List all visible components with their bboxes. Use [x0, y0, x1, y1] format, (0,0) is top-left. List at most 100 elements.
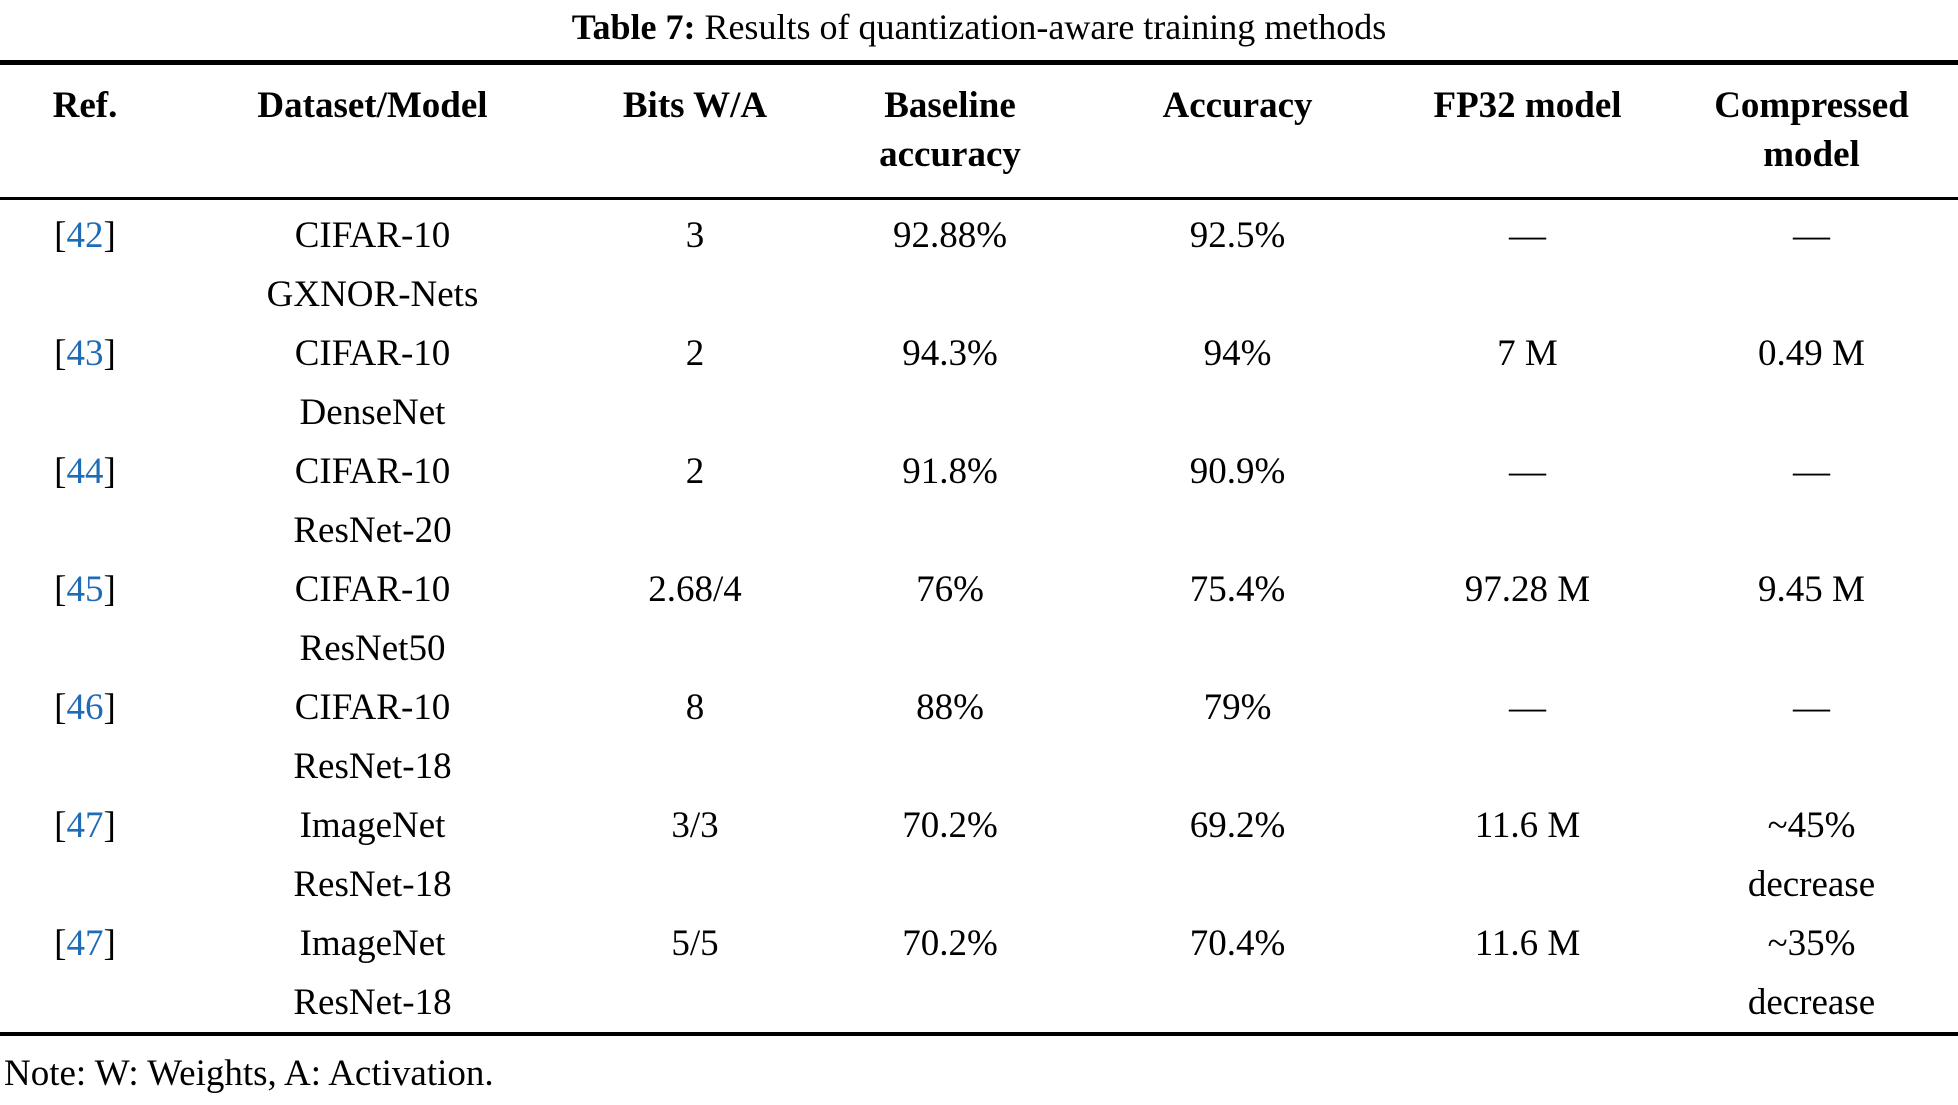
compressed-model-value: 0.49 M: [1758, 333, 1865, 374]
bits-value: 2.68/4: [648, 569, 742, 610]
bits-value: 2: [685, 451, 705, 492]
fp32-model-value: —: [1509, 215, 1546, 256]
cell-dataset-model: CIFAR-10 ResNet50: [170, 560, 575, 678]
baseline-accuracy-value: 92.88%: [892, 215, 1008, 256]
baseline-accuracy-value: 88%: [916, 687, 984, 728]
cell-compressed-model: —: [1665, 678, 1958, 796]
ref-citation-link[interactable]: 47: [66, 805, 104, 846]
cell-fp32-model: —: [1390, 678, 1665, 796]
ref-citation-link[interactable]: 47: [66, 923, 104, 964]
fp32-model-value: 11.6 M: [1474, 805, 1581, 846]
ref-bracket-open: [: [54, 451, 67, 492]
col-header-baseline-label: Baseline: [884, 85, 1016, 126]
cell-compressed-model: ~45% decrease: [1665, 796, 1958, 914]
cell-baseline-accuracy: 70.2%: [815, 796, 1085, 914]
table-caption-label: Table 7:: [571, 7, 696, 47]
cell-compressed-model: —: [1665, 442, 1958, 560]
table-row: [45] CIFAR-10 ResNet50 2.68/4 76% 75.4% …: [0, 560, 1958, 678]
bits-value: 2: [685, 333, 705, 374]
accuracy-value: 92.5%: [1189, 215, 1286, 256]
cell-fp32-model: 11.6 M: [1390, 796, 1665, 914]
cell-fp32-model: 11.6 M: [1390, 914, 1665, 1034]
cell-ref: [45]: [0, 560, 170, 678]
cell-baseline-accuracy: 92.88%: [815, 199, 1085, 325]
bits-value: 3: [685, 215, 705, 256]
table-row: [46] CIFAR-10 ResNet-18 8 88% 79% — —: [0, 678, 1958, 796]
table-row: [47] ImageNet ResNet-18 3/3 70.2% 69.2% …: [0, 796, 1958, 914]
ref-bracket-open: [: [54, 805, 67, 846]
ref-bracket-close: ]: [103, 805, 116, 846]
ref-bracket-close: ]: [103, 687, 116, 728]
cell-fp32-model: —: [1390, 199, 1665, 325]
bits-value: 3/3: [671, 805, 719, 846]
cell-ref: [42]: [0, 199, 170, 325]
compressed-model-value2: [1665, 383, 1958, 442]
col-header-ref-label: Ref.: [52, 85, 118, 126]
fp32-model-value: —: [1509, 687, 1546, 728]
cell-accuracy: 94%: [1085, 324, 1390, 442]
compressed-model-value: —: [1793, 687, 1830, 728]
cell-ref: [44]: [0, 442, 170, 560]
ref-bracket-open: [: [54, 333, 67, 374]
ref-bracket-close: ]: [103, 451, 116, 492]
cell-dataset-model: CIFAR-10 GXNOR-Nets: [170, 199, 575, 325]
baseline-accuracy-value: 70.2%: [902, 805, 998, 846]
col-header-bits: Bits W/A: [575, 63, 815, 199]
table-caption: Table 7: Results of quantization-aware tr…: [0, 0, 1958, 60]
ref-bracket-open: [: [54, 569, 67, 610]
col-header-compressed-label: Compressed: [1714, 85, 1909, 126]
baseline-accuracy-value: 91.8%: [902, 451, 998, 492]
dataset-name: ImageNet: [299, 923, 446, 964]
cell-ref: [43]: [0, 324, 170, 442]
header-row: Ref. Dataset/Model Bits W/A Baseline acc…: [0, 63, 1958, 199]
col-header-compressed-label2: model: [1763, 134, 1860, 175]
compressed-model-value: ~45%: [1767, 805, 1856, 846]
cell-fp32-model: —: [1390, 442, 1665, 560]
ref-bracket-close: ]: [103, 215, 116, 256]
cell-compressed-model: —: [1665, 199, 1958, 325]
cell-dataset-model: CIFAR-10 ResNet-18: [170, 678, 575, 796]
accuracy-value: 94%: [1203, 333, 1272, 374]
compressed-model-value2: [1665, 619, 1958, 678]
cell-compressed-model: 9.45 M: [1665, 560, 1958, 678]
cell-baseline-accuracy: 70.2%: [815, 914, 1085, 1034]
cell-accuracy: 75.4%: [1085, 560, 1390, 678]
ref-citation-link[interactable]: 44: [66, 451, 104, 492]
cell-bits: 3: [575, 199, 815, 325]
ref-citation-link[interactable]: 43: [66, 333, 104, 374]
baseline-accuracy-value: 70.2%: [902, 923, 998, 964]
model-name: ResNet-20: [293, 510, 452, 551]
fp32-model-value: 11.6 M: [1474, 923, 1581, 964]
baseline-accuracy-value: 94.3%: [902, 333, 998, 374]
dataset-name: CIFAR-10: [294, 333, 451, 374]
dataset-name: CIFAR-10: [294, 569, 451, 610]
cell-baseline-accuracy: 76%: [815, 560, 1085, 678]
accuracy-value: 90.9%: [1189, 451, 1286, 492]
cell-bits: 8: [575, 678, 815, 796]
dataset-name: CIFAR-10: [294, 451, 451, 492]
table-caption-text: Results of quantization-aware training m…: [704, 7, 1387, 47]
bits-value: 5/5: [671, 923, 719, 964]
cell-dataset-model: CIFAR-10 ResNet-20: [170, 442, 575, 560]
cell-baseline-accuracy: 94.3%: [815, 324, 1085, 442]
accuracy-value: 79%: [1203, 687, 1272, 728]
col-header-fp32-model: FP32 model: [1390, 63, 1665, 199]
table-note: Note: W: Weights, A: Activation.: [4, 1053, 494, 1094]
compressed-model-value2: [1665, 737, 1958, 796]
compressed-model-value: ~35%: [1767, 923, 1856, 964]
model-name: GXNOR-Nets: [266, 274, 479, 315]
dataset-name: CIFAR-10: [294, 687, 451, 728]
col-header-dataset-model-label: Dataset/Model: [257, 85, 488, 126]
compressed-model-value: —: [1793, 451, 1830, 492]
cell-accuracy: 70.4%: [1085, 914, 1390, 1034]
model-name: ResNet-18: [293, 864, 452, 905]
ref-citation-link[interactable]: 42: [66, 215, 104, 256]
ref-citation-link[interactable]: 45: [66, 569, 104, 610]
fp32-model-value: —: [1509, 451, 1546, 492]
ref-citation-link[interactable]: 46: [66, 687, 104, 728]
cell-bits: 2: [575, 442, 815, 560]
model-name: ResNet-18: [293, 746, 452, 787]
compressed-model-value: 9.45 M: [1758, 569, 1865, 610]
cell-bits: 2: [575, 324, 815, 442]
